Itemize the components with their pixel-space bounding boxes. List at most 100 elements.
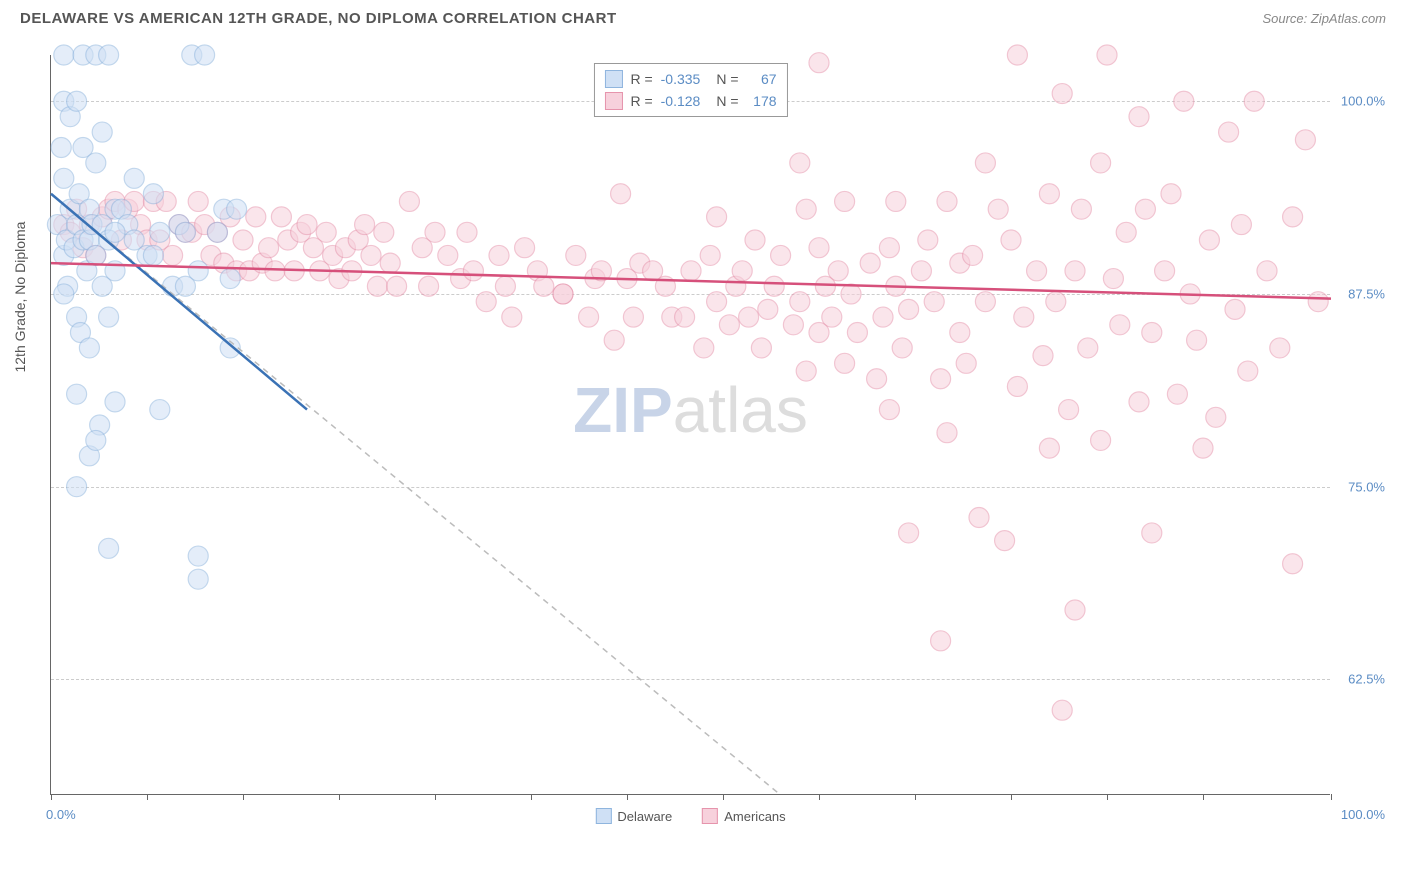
scatter-point	[847, 323, 867, 343]
scatter-point	[79, 338, 99, 358]
scatter-point	[892, 338, 912, 358]
scatter-point	[873, 307, 893, 327]
scatter-point	[835, 353, 855, 373]
scatter-point	[1167, 384, 1187, 404]
scatter-point	[1142, 323, 1162, 343]
plot-area: ZIPatlas R = -0.335 N = 67 R = -0.128 N …	[50, 55, 1330, 795]
source-label: Source: ZipAtlas.com	[1262, 11, 1386, 26]
scatter-point	[790, 292, 810, 312]
scatter-point	[1078, 338, 1098, 358]
scatter-point	[438, 245, 458, 265]
scatter-point	[675, 307, 695, 327]
scatter-point	[1046, 292, 1066, 312]
scatter-point	[86, 430, 106, 450]
scatter-point	[809, 238, 829, 258]
scatter-point	[988, 199, 1008, 219]
y-tick-label: 87.5%	[1348, 286, 1385, 301]
scatter-point	[67, 91, 87, 111]
scatter-point	[195, 45, 215, 65]
scatter-point	[367, 276, 387, 296]
scatter-point	[1206, 407, 1226, 427]
scatter-point	[1033, 346, 1053, 366]
scatter-point	[1283, 207, 1303, 227]
x-tick	[723, 794, 724, 800]
scatter-point	[924, 292, 944, 312]
scatter-point	[175, 222, 195, 242]
scatter-point	[355, 215, 375, 235]
scatter-point	[150, 400, 170, 420]
scatter-point	[1065, 261, 1085, 281]
scatter-point	[611, 184, 631, 204]
scatter-point	[265, 261, 285, 281]
x-label-end: 100.0%	[1341, 807, 1385, 822]
scatter-point	[918, 230, 938, 250]
y-axis-title: 12th Grade, No Diploma	[12, 222, 28, 373]
x-tick	[1107, 794, 1108, 800]
scatter-point	[374, 222, 394, 242]
scatter-point	[387, 276, 407, 296]
scatter-point	[931, 631, 951, 651]
scatter-point	[1295, 130, 1315, 150]
scatter-point	[1283, 554, 1303, 574]
legend-item-delaware: Delaware	[595, 808, 672, 824]
scatter-point	[316, 222, 336, 242]
scatter-point	[1187, 330, 1207, 350]
stats-n-value: 178	[747, 93, 777, 109]
scatter-point	[1007, 45, 1027, 65]
scatter-point	[1110, 315, 1130, 335]
scatter-point	[188, 261, 208, 281]
scatter-point	[1270, 338, 1290, 358]
scatter-point	[719, 315, 739, 335]
scatter-point	[1091, 430, 1111, 450]
scatter-point	[502, 307, 522, 327]
scatter-point	[796, 361, 816, 381]
scatter-point	[911, 261, 931, 281]
scatter-point	[67, 477, 87, 497]
scatter-point	[1071, 199, 1091, 219]
scatter-point	[1039, 184, 1059, 204]
scatter-point	[105, 222, 125, 242]
scatter-point	[937, 423, 957, 443]
x-tick	[819, 794, 820, 800]
scatter-point	[1129, 392, 1149, 412]
scatter-point	[623, 307, 643, 327]
scatter-point	[380, 253, 400, 273]
x-tick	[915, 794, 916, 800]
scatter-point	[579, 307, 599, 327]
x-tick	[531, 794, 532, 800]
scatter-point	[758, 299, 778, 319]
scatter-point	[931, 369, 951, 389]
scatter-point	[1091, 153, 1111, 173]
stats-n-label: N =	[716, 71, 738, 87]
scatter-point	[99, 45, 119, 65]
scatter-point	[1059, 400, 1079, 420]
scatter-point	[1231, 215, 1251, 235]
scatter-point	[246, 207, 266, 227]
scatter-point	[233, 230, 253, 250]
x-tick	[627, 794, 628, 800]
scatter-point	[463, 261, 483, 281]
x-tick	[1011, 794, 1012, 800]
scatter-point	[1065, 600, 1085, 620]
scatter-point	[476, 292, 496, 312]
scatter-point	[489, 245, 509, 265]
scatter-point	[700, 245, 720, 265]
scatter-point	[790, 153, 810, 173]
scatter-point	[783, 315, 803, 335]
scatter-point	[1039, 438, 1059, 458]
scatter-point	[54, 168, 74, 188]
legend-label-americans: Americans	[724, 809, 785, 824]
scatter-point	[604, 330, 624, 350]
scatter-point	[495, 276, 515, 296]
scatter-point	[207, 222, 227, 242]
stats-r-value: -0.128	[661, 93, 701, 109]
stats-swatch	[604, 92, 622, 110]
scatter-point	[739, 307, 759, 327]
stats-swatch	[604, 70, 622, 88]
stats-row: R = -0.128 N = 178	[604, 90, 776, 112]
scatter-point	[163, 245, 183, 265]
stats-n-value: 67	[747, 71, 777, 87]
scatter-point	[822, 307, 842, 327]
scatter-point	[1238, 361, 1258, 381]
x-tick	[51, 794, 52, 800]
